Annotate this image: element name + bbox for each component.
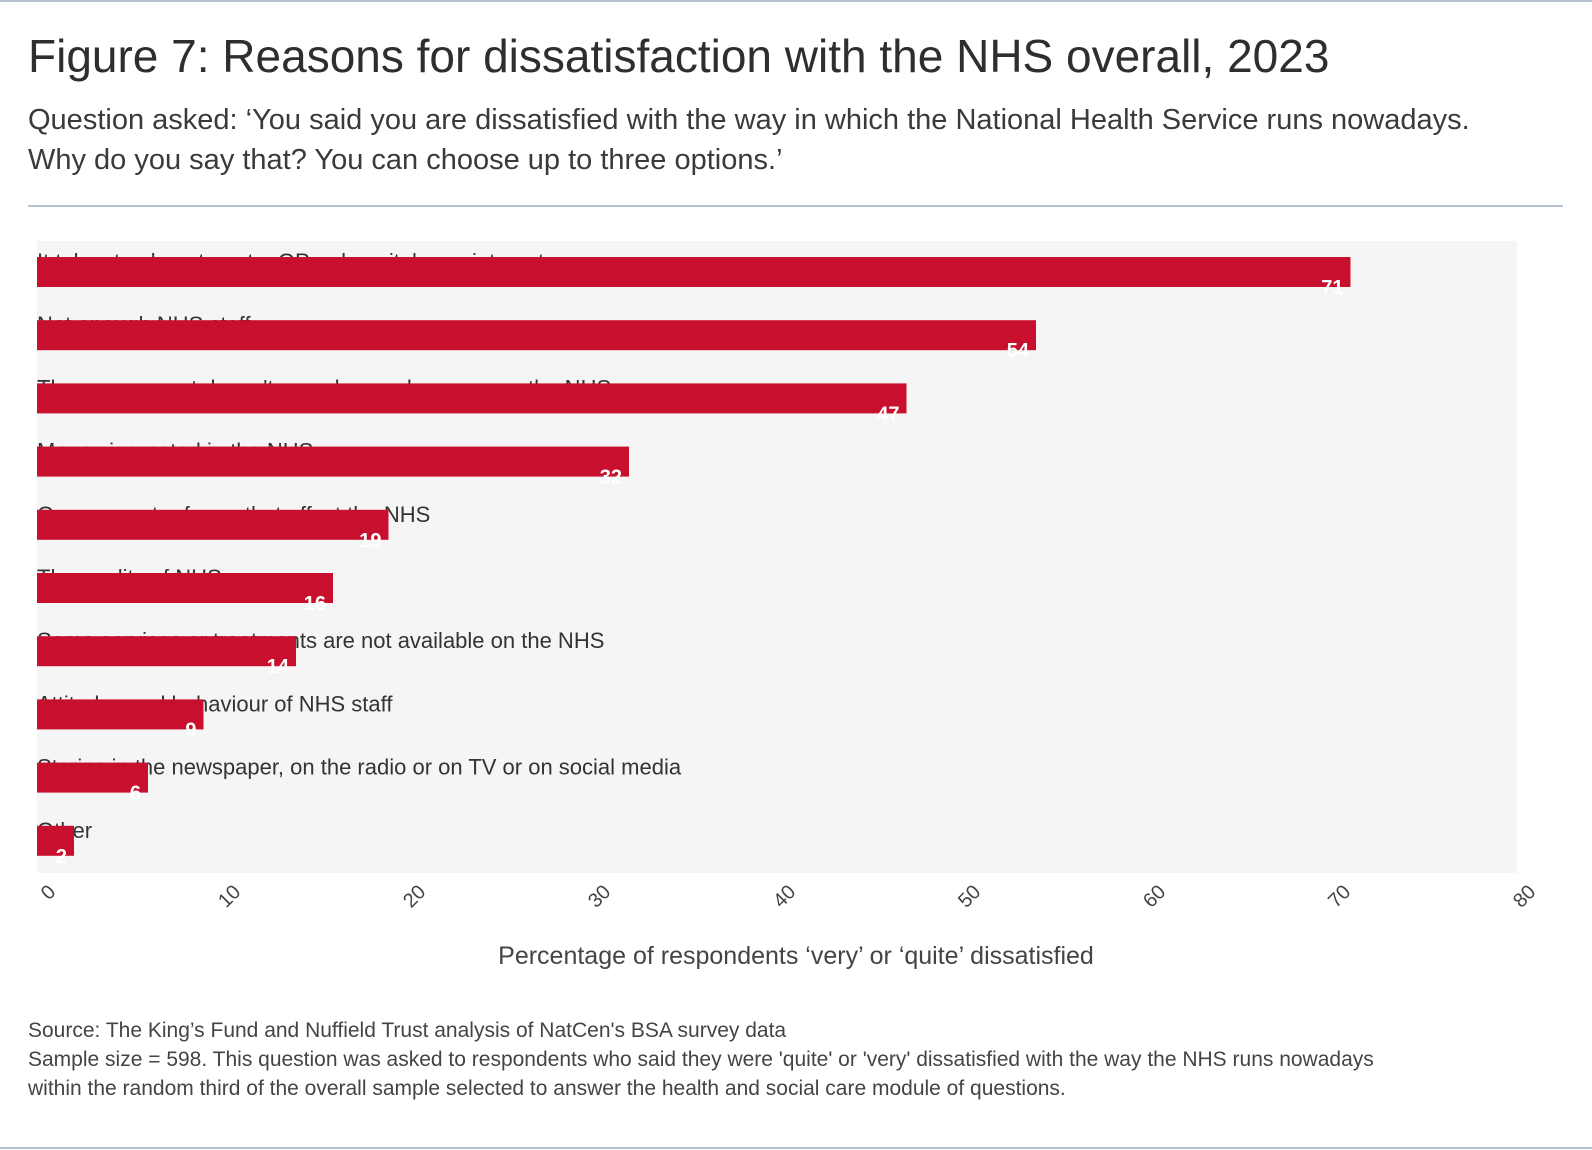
bar-row: Some services or treatments are not avai… xyxy=(37,628,604,678)
bar-chart: It takes too long to get a GP or hospita… xyxy=(37,241,1540,912)
bar xyxy=(37,573,333,603)
bar-row: It takes too long to get a GP or hospita… xyxy=(37,249,1351,299)
top-rule xyxy=(0,0,1592,2)
x-axis-ticks: 0 10 20 30 40 50 60 70 80 xyxy=(37,881,1540,912)
bar xyxy=(37,636,296,667)
bar-value-label: 71 xyxy=(1321,277,1343,299)
bar xyxy=(37,509,389,540)
bar-value-label: 32 xyxy=(600,467,622,489)
bar xyxy=(37,699,204,730)
bar xyxy=(37,446,629,477)
bar-value-label: 9 xyxy=(185,719,196,741)
bar-value-label: 6 xyxy=(130,783,141,805)
bar-row: The government doesn't spend enough mone… xyxy=(37,375,907,425)
bar xyxy=(37,320,1036,351)
x-tick-label: 40 xyxy=(769,881,800,912)
bar-row: Money is wasted in the NHS32 xyxy=(37,439,629,489)
chart-subtitle: Question asked: ‘You said you are dissat… xyxy=(28,104,1470,176)
x-tick-label: 60 xyxy=(1139,881,1170,912)
bar-row: The quality of NHS care16 xyxy=(37,565,333,615)
sample-note-line-1: Sample size = 598. This question was ask… xyxy=(28,1048,1374,1071)
x-tick-label: 20 xyxy=(399,881,430,912)
bar-row: Other2 xyxy=(37,818,92,868)
bar-value-label: 47 xyxy=(877,403,899,425)
bar xyxy=(37,257,1351,287)
bar-value-label: 54 xyxy=(1007,340,1030,362)
source-note: Source: The King’s Fund and Nuffield Tru… xyxy=(28,1019,787,1042)
x-tick-label: 50 xyxy=(954,881,985,912)
bar xyxy=(37,762,148,793)
x-tick-label: 70 xyxy=(1324,881,1355,912)
bottom-rule xyxy=(0,1147,1592,1149)
x-axis-title-text: Percentage of respondents ‘very’ or ‘qui… xyxy=(498,942,1094,970)
bar-value-label: 14 xyxy=(267,656,290,678)
sample-note-line-2: within the random third of the overall s… xyxy=(28,1077,1066,1100)
bar-value-label: 2 xyxy=(56,846,67,868)
bar-row: Not enough NHS staff54 xyxy=(37,312,1036,362)
chart-title: Figure 7: Reasons for dissatisfaction wi… xyxy=(28,30,1330,82)
header-divider xyxy=(28,205,1563,207)
x-tick-label: 10 xyxy=(214,881,245,912)
bar-row: Stories in the newspaper, on the radio o… xyxy=(37,755,682,805)
x-tick-label: 0 xyxy=(37,881,60,904)
x-tick-label: 30 xyxy=(584,881,615,912)
bar xyxy=(37,383,907,414)
bar-value-label: 19 xyxy=(359,530,381,552)
bar xyxy=(37,825,74,856)
x-tick-label: 80 xyxy=(1509,881,1540,912)
bar-value-label: 16 xyxy=(304,593,326,615)
x-axis-title: Percentage of respondents ‘very’ or ‘qui… xyxy=(0,942,1592,971)
notes: Source: The King’s Fund and Nuffield Tru… xyxy=(28,1016,1568,1103)
bars-layer: It takes too long to get a GP or hospita… xyxy=(37,249,1351,868)
